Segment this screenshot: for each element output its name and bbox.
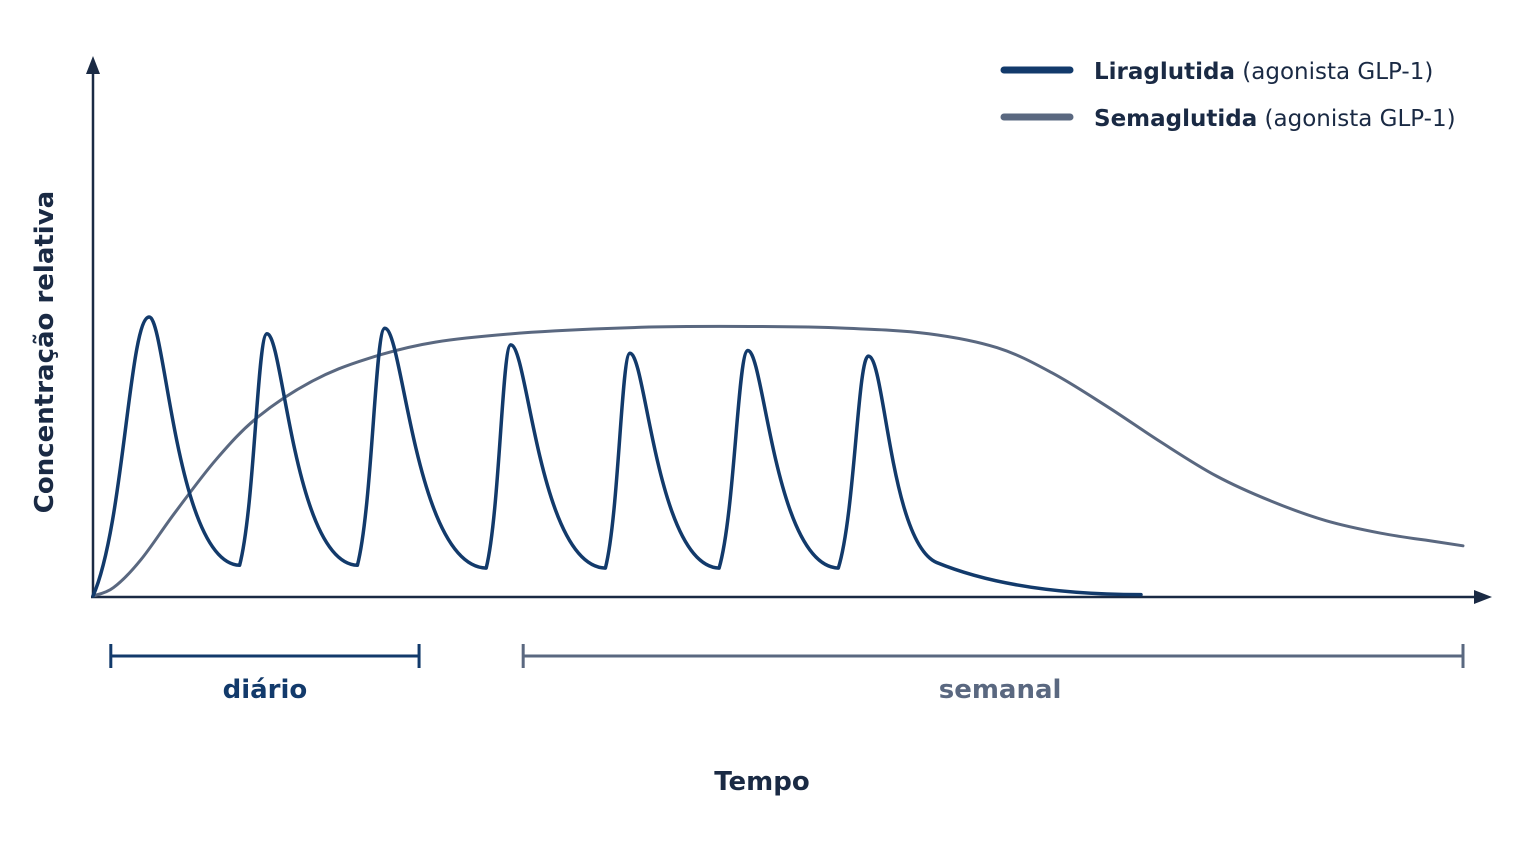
- x-axis-label: Tempo: [714, 767, 809, 797]
- y-axis-label: Concentração relativa: [30, 191, 60, 513]
- legend-desc-liraglutida: (agonista GLP-1): [1235, 59, 1433, 85]
- legend-desc-semaglutida: (agonista GLP-1): [1257, 106, 1455, 132]
- legend-name-liraglutida: Liraglutida: [1094, 59, 1235, 85]
- legend-name-semaglutida: Semaglutida: [1094, 106, 1257, 132]
- span-label-semanal: semanal: [939, 675, 1062, 705]
- y-axis-arrow: [86, 56, 100, 74]
- legend-label-liraglutida: Liraglutida (agonista GLP-1): [1094, 59, 1433, 85]
- legend-label-semaglutida: Semaglutida (agonista GLP-1): [1094, 106, 1456, 132]
- x-axis-arrow: [1474, 590, 1492, 604]
- span-label-diario: diário: [223, 675, 308, 705]
- series-line-semaglutida: [91, 324, 1465, 598]
- axes: [86, 56, 1492, 604]
- legend: Liraglutida (agonista GLP-1) Semaglutida…: [1000, 59, 1456, 132]
- dosing-spans: diário semanal: [109, 644, 1465, 705]
- series-line-liraglutida: [91, 315, 1143, 598]
